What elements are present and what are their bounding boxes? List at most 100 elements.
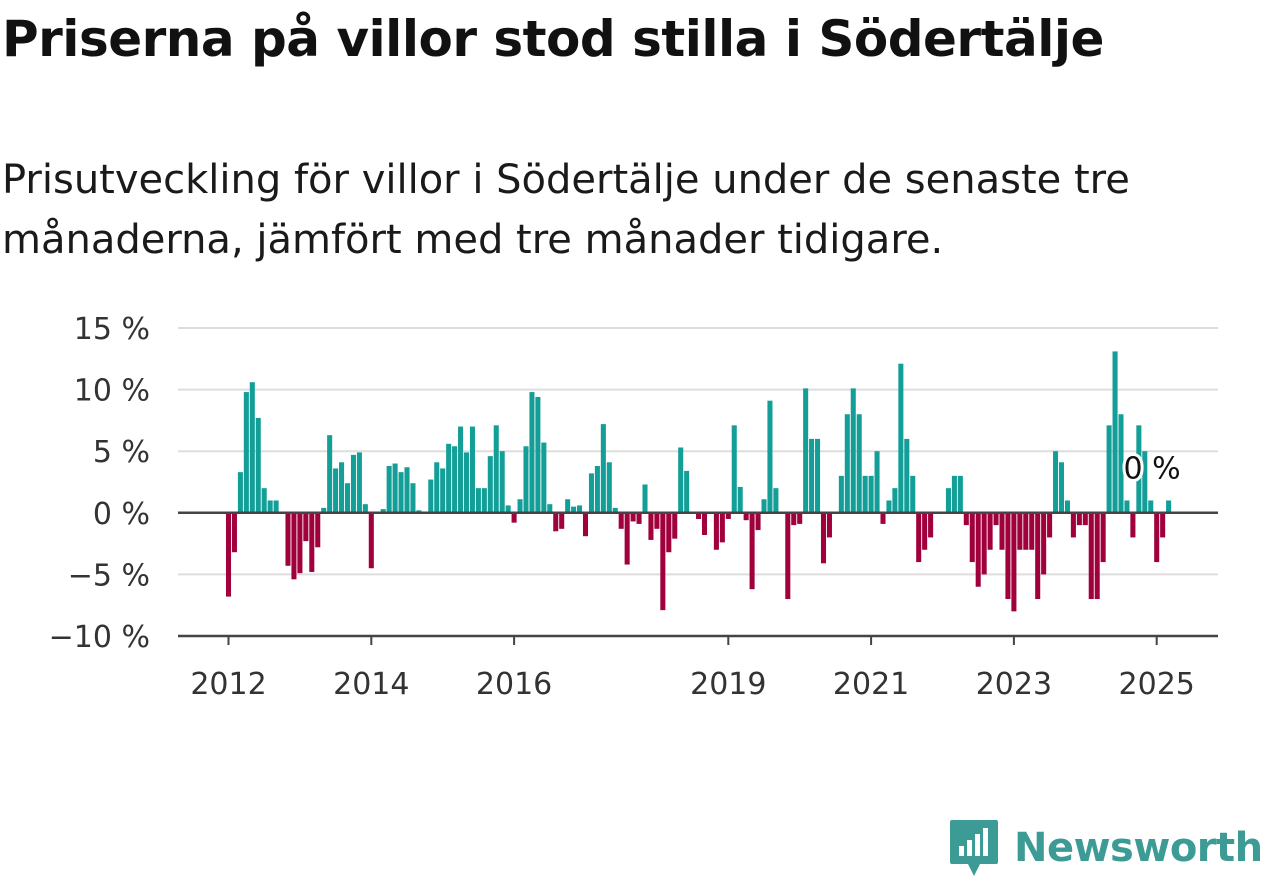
bar — [1112, 351, 1118, 513]
y-tick-label: −5 % — [68, 558, 150, 593]
bar — [654, 512, 660, 529]
bar — [571, 506, 577, 513]
bar — [475, 488, 481, 513]
bar — [1088, 512, 1094, 600]
bar — [618, 512, 624, 529]
bar — [350, 454, 356, 513]
bar — [565, 499, 571, 513]
bar-chart: −10 % −5 % 0 % 5 % 10 % 15 % 2012 2014 2016 2019 2… — [49, 312, 1218, 702]
end-value-label: 0 % — [1123, 451, 1180, 486]
bar — [993, 512, 999, 526]
bar — [255, 417, 261, 513]
bar — [862, 475, 868, 513]
bar — [838, 475, 844, 513]
bar — [1094, 512, 1100, 600]
x-tick-label: 2012 — [190, 667, 266, 702]
bar — [321, 507, 327, 513]
bar — [856, 414, 862, 513]
x-tick-label: 2014 — [333, 667, 409, 702]
bar — [797, 512, 803, 524]
newsworthy-logo: Newsworthy — [948, 818, 1262, 878]
bar — [356, 452, 362, 513]
x-tick-label: 2023 — [976, 667, 1052, 702]
bar — [957, 475, 963, 513]
bar — [1058, 462, 1065, 513]
bar — [428, 479, 434, 513]
bar — [1154, 512, 1160, 563]
bar — [398, 472, 404, 513]
y-tick-label: 0 % — [93, 497, 150, 532]
y-tick-label: 15 % — [74, 312, 150, 347]
bar — [553, 512, 559, 532]
bar — [969, 512, 975, 563]
bar — [725, 512, 731, 519]
chart-title: Priserna på villor stod stilla i Södertä… — [2, 10, 1104, 68]
bar — [1011, 512, 1017, 612]
bar — [696, 512, 702, 519]
chart-subtitle: Prisutveckling för villor i Södertälje u… — [2, 157, 1130, 263]
bar — [737, 486, 743, 513]
bar — [642, 484, 648, 513]
bar — [743, 512, 749, 521]
bar — [1064, 500, 1070, 513]
bar — [678, 447, 684, 513]
bar — [1100, 512, 1106, 563]
tick-labels: −10 % −5 % 0 % 5 % 10 % 15 % 2012 2014 2016 2019 2… — [49, 312, 1195, 702]
bar — [404, 467, 410, 513]
bar — [844, 414, 850, 513]
bar — [606, 462, 612, 513]
bar — [440, 468, 446, 513]
bar — [493, 425, 499, 513]
bar — [291, 512, 297, 580]
y-tick-label: 5 % — [93, 435, 150, 470]
bar — [815, 438, 821, 513]
bar — [249, 382, 255, 513]
bar — [624, 512, 630, 565]
bar — [499, 451, 505, 513]
bar — [916, 512, 922, 563]
bar — [452, 446, 458, 513]
bar — [511, 512, 517, 523]
bar — [981, 512, 987, 575]
bar — [523, 446, 529, 513]
bar — [648, 512, 654, 540]
bar — [701, 512, 708, 535]
bar — [1148, 500, 1154, 513]
bar — [791, 512, 797, 526]
bar — [684, 470, 690, 513]
y-tick-label: −10 % — [49, 620, 150, 655]
bar — [594, 465, 600, 513]
axes — [178, 511, 1218, 645]
bar — [487, 456, 493, 513]
x-tick-label: 2016 — [476, 667, 552, 702]
bar — [987, 512, 993, 550]
bar — [767, 400, 773, 513]
bar — [1166, 500, 1172, 513]
bar — [1130, 512, 1136, 538]
bar — [892, 488, 898, 513]
brand-name: Newsworthy — [1014, 825, 1262, 871]
bar — [666, 512, 672, 553]
bar-chart-logo-icon — [950, 820, 998, 876]
bar — [1047, 512, 1053, 538]
bar — [922, 512, 928, 550]
bar — [517, 499, 523, 513]
bar — [339, 462, 345, 513]
bar — [225, 512, 232, 597]
bar — [267, 500, 273, 513]
y-tick-label: 10 % — [74, 374, 150, 409]
bar — [672, 512, 678, 539]
bar — [309, 512, 315, 572]
bar — [368, 512, 374, 569]
bar — [719, 512, 725, 543]
bar — [660, 512, 666, 611]
bar — [880, 512, 886, 524]
bar — [999, 512, 1005, 550]
bar — [237, 472, 243, 513]
bar — [547, 504, 553, 513]
bar — [1053, 451, 1059, 513]
bar — [362, 504, 368, 513]
bar — [285, 512, 291, 566]
bar — [344, 483, 351, 513]
bar — [380, 509, 386, 513]
